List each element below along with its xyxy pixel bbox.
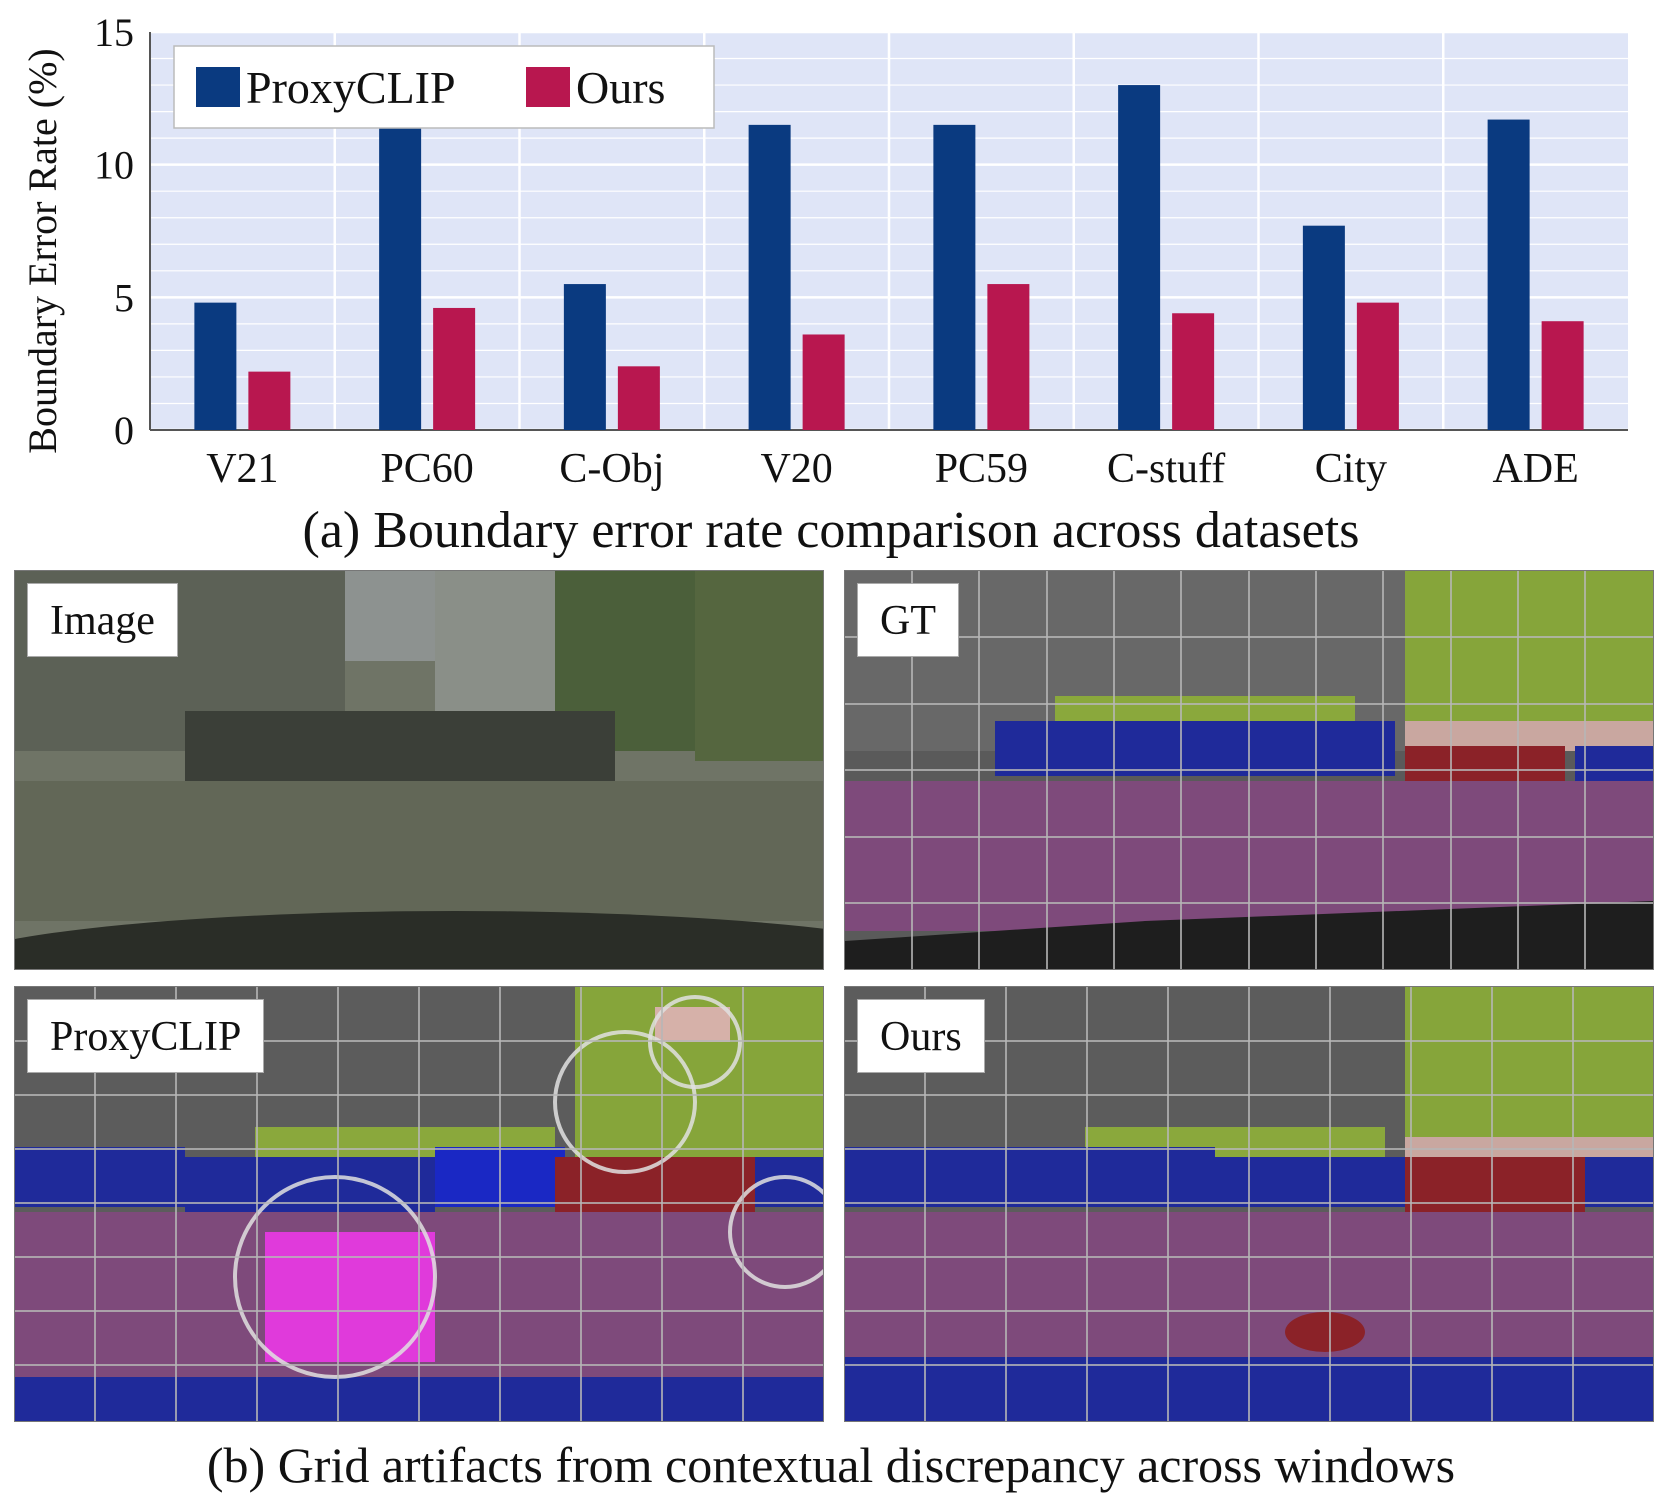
- bar-ours-c-obj: [617, 366, 660, 430]
- x-tick-label: V21: [206, 446, 278, 492]
- legend-label-proxyclip: ProxyCLIP: [246, 62, 456, 113]
- y-tick-label: 15: [94, 10, 134, 55]
- panel-ours: Ours: [844, 986, 1654, 1422]
- y-tick-label: 5: [114, 275, 134, 320]
- y-tick-label: 10: [94, 143, 134, 188]
- legend-label-ours: Ours: [576, 62, 665, 113]
- panel-proxyclip: ProxyCLIP: [14, 986, 824, 1422]
- bar-chart: 0 5 10 15 Boundary Error Rate (%) V21 PC60 C-Ob…: [20, 10, 1628, 492]
- caption-a: (a) Boundary error rate comparison acros…: [302, 502, 1360, 559]
- x-tick-label: ADE: [1492, 446, 1578, 492]
- bar-ours-v20: [802, 334, 845, 430]
- bar-ours-pc60: [433, 307, 476, 430]
- bar-ours-city: [1356, 302, 1399, 430]
- y-tick-label: 0: [114, 408, 134, 453]
- bar-ours-pc59: [987, 284, 1030, 430]
- bar-proxyclip-c-obj: [563, 284, 606, 430]
- panel-gt: GT: [844, 570, 1654, 970]
- x-tick-label: C-Obj: [559, 446, 664, 492]
- window-grid: [845, 987, 1653, 1421]
- x-tick-label: PC60: [380, 446, 473, 492]
- panel-label-ours: Ours: [857, 999, 985, 1073]
- x-tick-label: V20: [760, 446, 832, 492]
- legend-swatch-proxyclip: [196, 67, 240, 107]
- panel-label-image: Image: [27, 583, 178, 657]
- bar-proxyclip-city: [1302, 225, 1345, 430]
- x-tick-label: C-stuff: [1107, 446, 1225, 492]
- bar-proxyclip-ade: [1487, 119, 1530, 430]
- panel-label-proxyclip: ProxyCLIP: [27, 999, 265, 1073]
- x-tick-label: City: [1315, 446, 1387, 492]
- bar-proxyclip-pc59: [933, 124, 976, 430]
- bar-proxyclip-c-stuff: [1118, 85, 1161, 431]
- legend: [173, 45, 715, 129]
- bar-proxyclip-pc60: [379, 124, 422, 430]
- caption-b: (b) Grid artifacts from contextual discr…: [206, 1437, 1456, 1493]
- bar-ours-c-stuff: [1172, 313, 1215, 430]
- bar-ours-ade: [1541, 321, 1584, 430]
- bar-proxyclip-v21: [194, 302, 237, 430]
- window-grid: [845, 571, 1653, 969]
- x-tick-label: PC59: [935, 446, 1028, 492]
- legend-swatch-ours: [526, 67, 570, 107]
- panel-label-gt: GT: [857, 583, 959, 657]
- bar-proxyclip-v20: [748, 124, 791, 430]
- y-axis-label: Boundary Error Rate (%): [20, 48, 65, 453]
- bar-ours-v21: [248, 371, 291, 430]
- panel-image: Image: [14, 570, 824, 970]
